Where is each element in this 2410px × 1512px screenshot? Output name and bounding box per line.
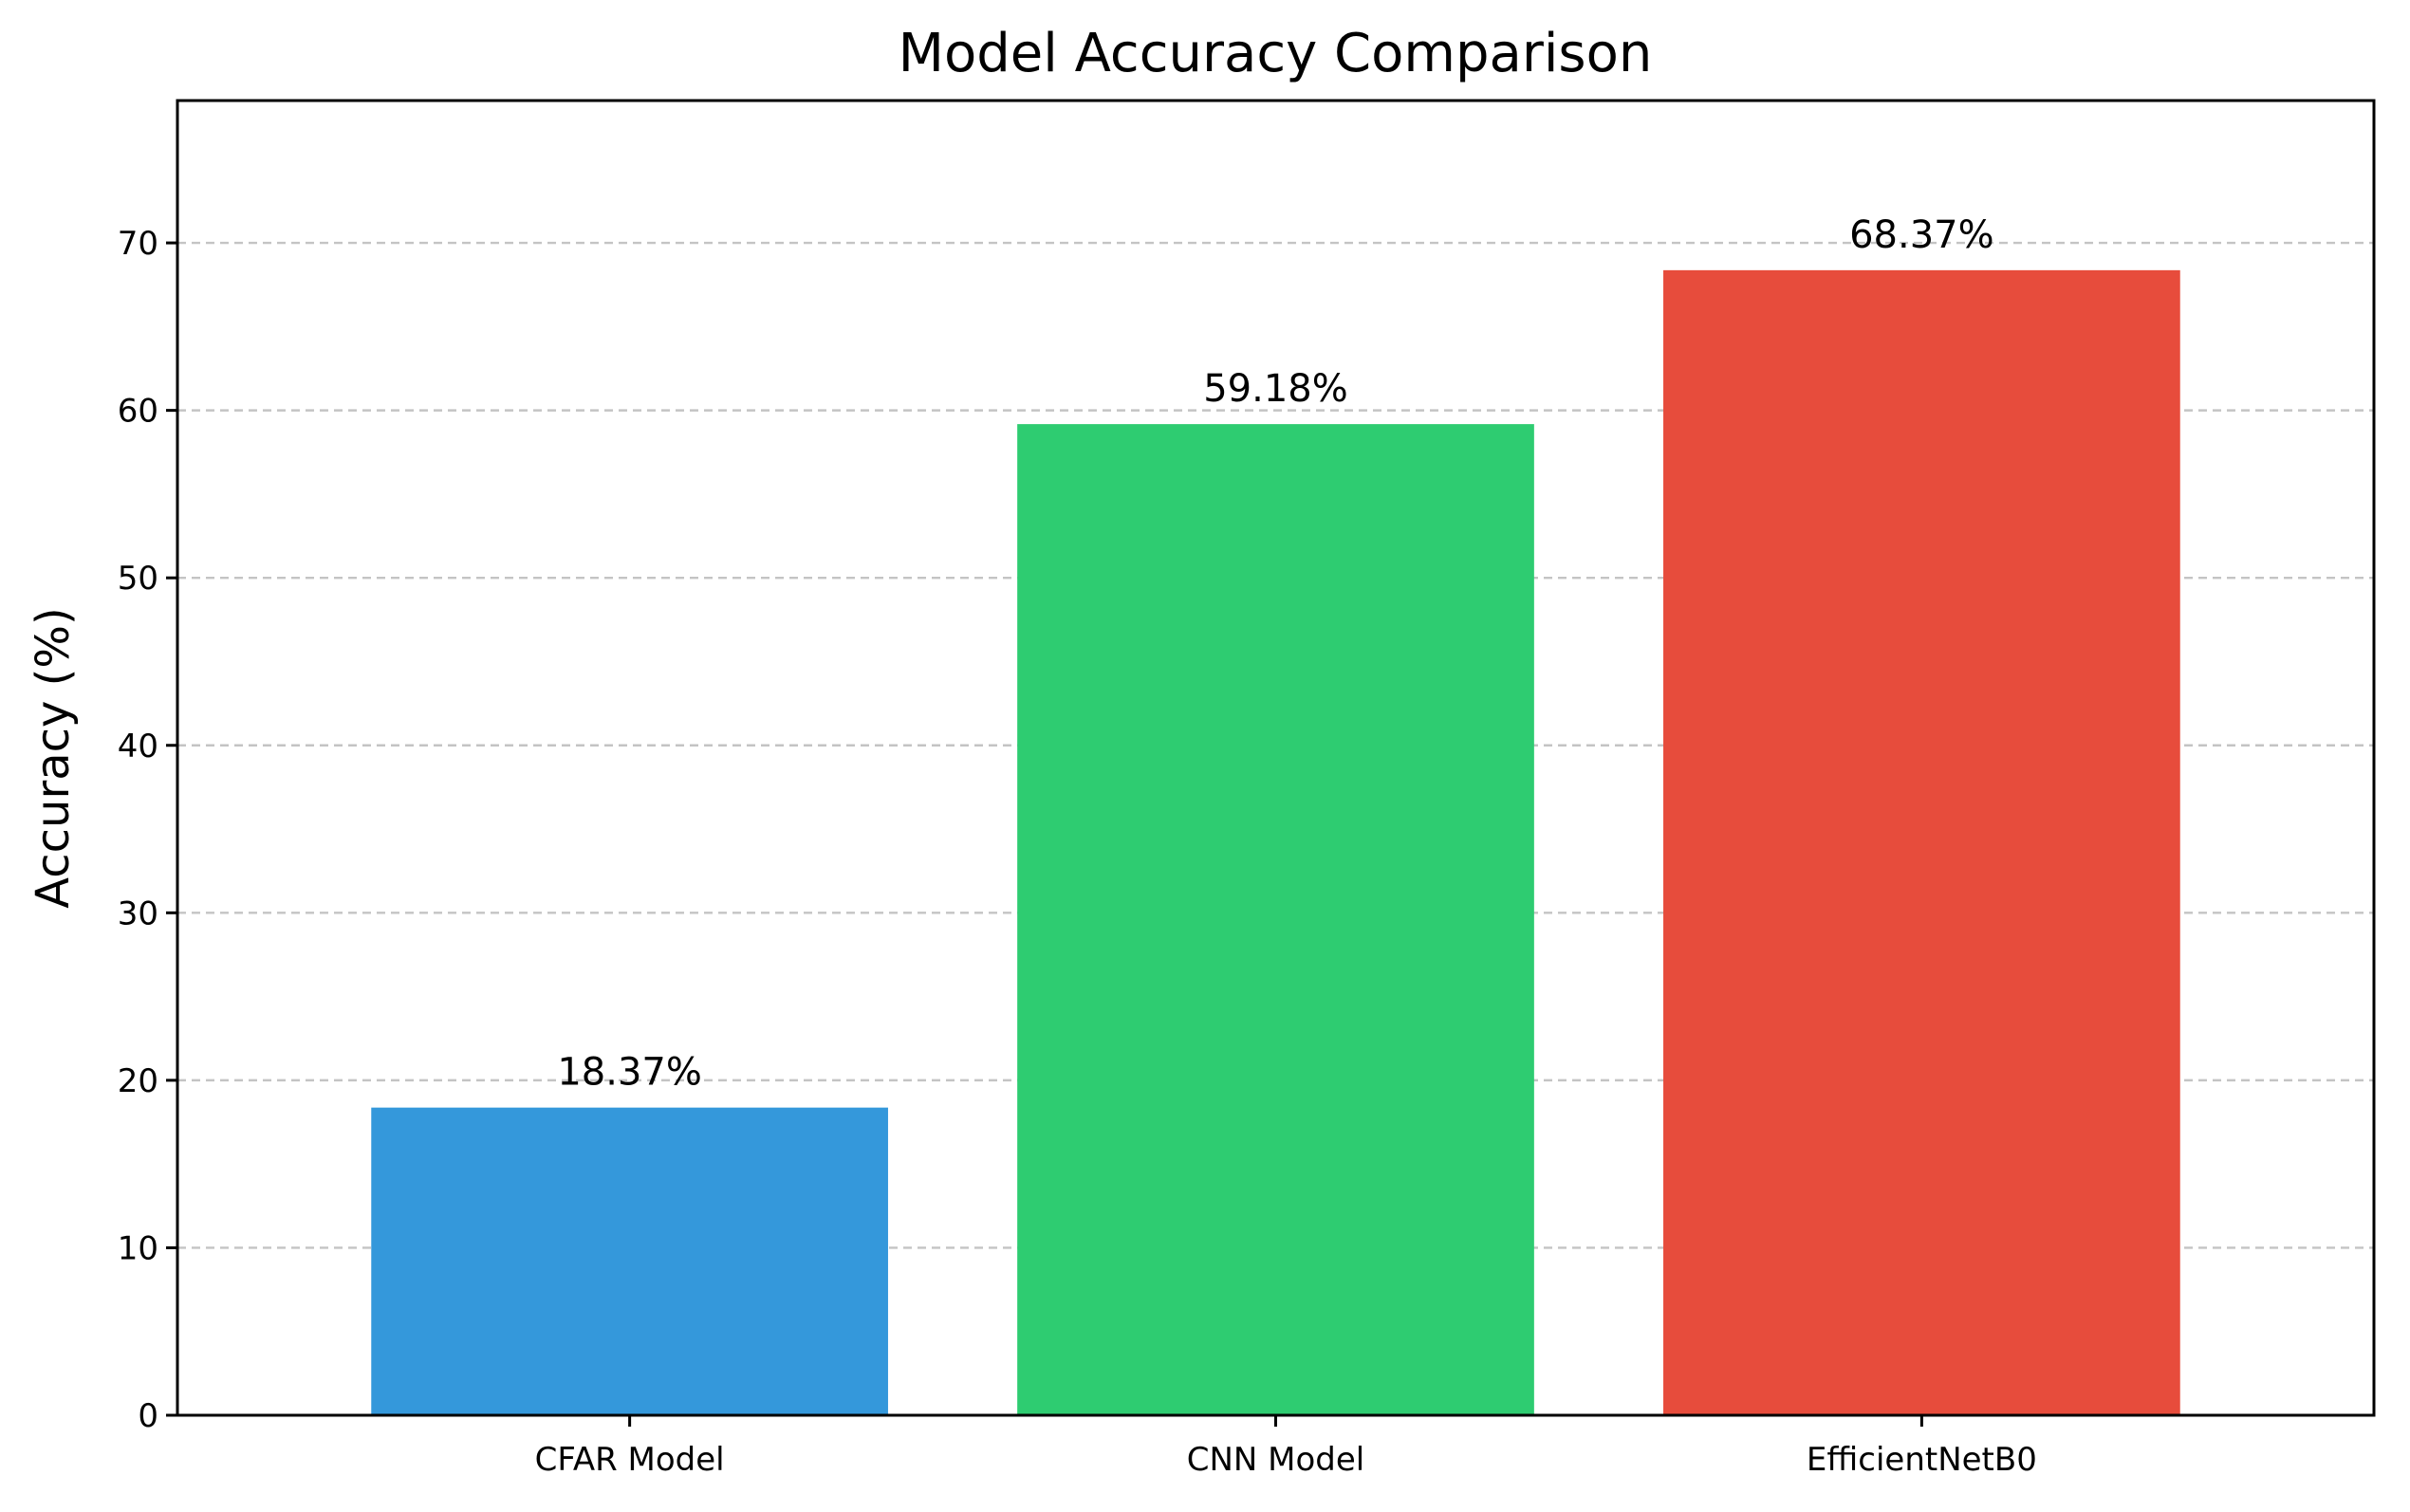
bar-1 bbox=[371, 1107, 888, 1415]
y-tick-label: 0 bbox=[138, 1397, 158, 1435]
y-axis: 0 10 20 30 40 50 60 70 bbox=[118, 225, 177, 1435]
data-label: 59.18% bbox=[1203, 367, 1348, 411]
x-tick-label: EfficientNetB0 bbox=[1807, 1441, 2037, 1479]
y-tick-label: 70 bbox=[118, 225, 158, 263]
chart-title: Model Accuracy Comparison bbox=[899, 23, 1653, 84]
y-axis-label: Accuracy (%) bbox=[27, 607, 80, 908]
data-labels: 18.37% 59.18% 68.37% bbox=[557, 213, 1993, 1095]
x-tick-label: CNN Model bbox=[1187, 1441, 1365, 1479]
y-tick-label: 50 bbox=[118, 560, 158, 598]
x-axis: CFAR Model CNN Model EfficientNetB0 bbox=[535, 1415, 2037, 1479]
y-tick-label: 20 bbox=[118, 1062, 158, 1100]
y-tick-label: 40 bbox=[118, 728, 158, 765]
y-tick-label: 30 bbox=[118, 894, 158, 932]
y-tick-label: 60 bbox=[118, 393, 158, 431]
bar-2 bbox=[1017, 424, 1534, 1416]
x-tick-label: CFAR Model bbox=[535, 1441, 725, 1479]
bar-3 bbox=[1663, 269, 2180, 1415]
data-label: 18.37% bbox=[557, 1051, 702, 1095]
bars bbox=[371, 269, 2180, 1416]
y-tick-label: 10 bbox=[118, 1229, 158, 1267]
data-label: 68.37% bbox=[1849, 213, 1994, 257]
